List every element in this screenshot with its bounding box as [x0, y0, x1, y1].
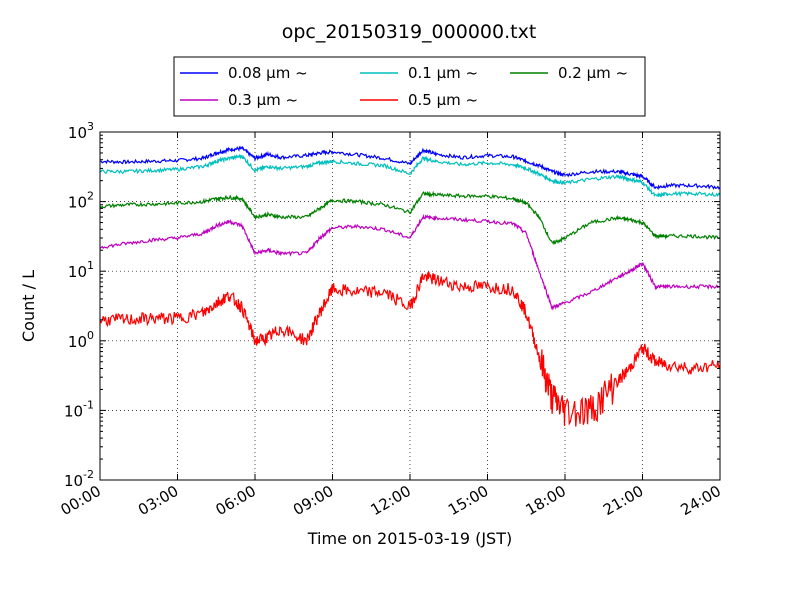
x-tick-label: 12:00 — [368, 482, 414, 519]
series-line-0.3 — [99, 213, 721, 311]
chart-title: opc_20150319_000000.txt — [282, 21, 537, 43]
legend: 0.08 μm ~ 0.1 μm ~ 0.2 μm ~ 0.3 μm ~ 0.5 μm … — [173, 56, 646, 117]
y-tick-label: 10-2 — [64, 468, 94, 490]
y-tick-label: 103 — [68, 120, 94, 142]
x-tick-label: 06:00 — [213, 482, 259, 519]
y-tick-label: 101 — [68, 259, 94, 281]
x-tick-label: 21:00 — [600, 482, 646, 519]
x-tick-label: 18:00 — [523, 482, 569, 519]
series-lines — [99, 145, 721, 427]
y-tick-label: 10-1 — [64, 398, 94, 420]
x-axis-label: Time on 2015-03-19 (JST) — [307, 529, 512, 548]
y-tick-label: 100 — [68, 329, 94, 351]
legend-label: 0.2 μm ~ — [558, 64, 628, 82]
x-tick-label: 24:00 — [678, 482, 724, 519]
x-tick-label: 09:00 — [290, 482, 336, 519]
x-tick-label: 15:00 — [445, 482, 491, 519]
series-line-0.5 — [99, 271, 721, 427]
y-axis-label: Count / L — [19, 270, 38, 342]
legend-label: 0.08 μm ~ — [228, 64, 308, 82]
legend-box — [173, 56, 646, 117]
series-line-0.08 — [99, 145, 721, 191]
legend-label: 0.1 μm ~ — [408, 64, 478, 82]
x-tick-label: 03:00 — [135, 482, 181, 519]
y-tick-label: 102 — [68, 190, 94, 212]
legend-label: 0.5 μm ~ — [408, 91, 478, 109]
series-line-0.2 — [99, 190, 721, 245]
grid-lines — [100, 132, 720, 480]
legend-label: 0.3 μm ~ — [228, 91, 298, 109]
series-line-0.1 — [99, 153, 721, 198]
